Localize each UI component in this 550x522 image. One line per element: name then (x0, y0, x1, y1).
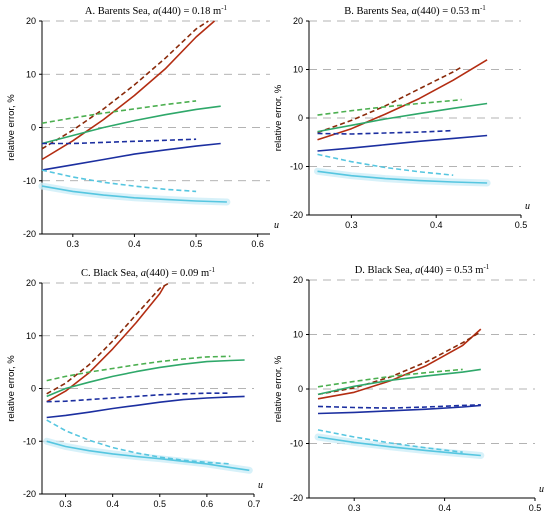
y-tick-label: -10 (290, 162, 303, 172)
x-tick-label: 0.7 (248, 499, 261, 509)
y-axis-label: relative error, % (6, 355, 17, 422)
x-tick-label: 0.4 (438, 503, 451, 513)
x-axis-label: u (539, 484, 544, 495)
series-line-5 (317, 134, 488, 152)
panel-b: B. Barents Sea, a(440) = 0.53 m-1 -20 -10 0… (273, 4, 530, 230)
series-line-6 (317, 129, 454, 135)
y-tick-label: 20 (293, 16, 303, 26)
series-line-4 (317, 368, 463, 388)
y-tick-label: 10 (293, 330, 303, 340)
panel-title: D. Black Sea, a(440) = 0.53 m-1 (355, 263, 490, 276)
x-tick-label: 0.4 (106, 499, 119, 509)
panel-d: D. Black Sea, a(440) = 0.53 m-1 -20 -10 0 10… (273, 263, 544, 513)
series-line-8 (317, 153, 454, 176)
y-tick-label: -20 (290, 493, 303, 503)
series-line-3 (317, 102, 488, 133)
series-line-7 (317, 170, 488, 184)
x-tick-label: 0.6 (201, 499, 214, 509)
series-line-2 (46, 282, 170, 395)
x-tick-label: 0.6 (251, 239, 264, 249)
panel-title: A. Barents Sea, a(440) = 0.18 m-1 (85, 4, 228, 17)
y-tick-label: -20 (23, 229, 36, 239)
panel-a: A. Barents Sea, a(440) = 0.18 m-1 -20 -10 0… (6, 4, 279, 249)
y-tick-label: 0 (31, 384, 36, 394)
y-tick-label: -20 (290, 210, 303, 220)
series-line-3 (41, 105, 221, 145)
series-line-7 (317, 436, 481, 457)
y-tick-label: 0 (31, 123, 36, 133)
series-line-8 (41, 169, 197, 193)
y-tick-label: -10 (23, 436, 36, 446)
x-tick-label: 0.5 (154, 499, 167, 509)
x-axis-label: u (274, 220, 279, 231)
y-axis-label: relative error, % (6, 94, 17, 161)
series-line-5 (46, 395, 245, 419)
y-axis-label: relative error, % (273, 355, 284, 422)
y-tick-label: 10 (293, 65, 303, 75)
y-tick-label: 10 (26, 69, 36, 79)
series-line-5 (41, 142, 221, 171)
x-tick-label: 0.5 (190, 239, 203, 249)
series-line-8 (317, 429, 463, 453)
y-tick-label: 0 (298, 384, 303, 394)
y-tick-label: 20 (26, 278, 36, 288)
series-line-1 (41, 20, 216, 161)
y-axis-label: relative error, % (273, 84, 284, 151)
series-line-1 (317, 328, 482, 400)
y-tick-label: -20 (23, 489, 36, 499)
series-line-3 (46, 359, 245, 398)
y-tick-label: -10 (290, 439, 303, 449)
x-tick-label: 0.3 (345, 220, 358, 230)
x-tick-label: 0.5 (529, 503, 542, 513)
series-line-7 (46, 440, 250, 472)
x-tick-label: 0.3 (67, 239, 80, 249)
series-line-3 (317, 368, 481, 396)
series-line-5 (317, 404, 481, 415)
x-tick-label: 0.3 (348, 503, 361, 513)
y-tick-label: 10 (26, 331, 36, 341)
series-line-2 (41, 20, 209, 150)
series-line-6 (42, 138, 197, 145)
panel-title: C. Black Sea, a(440) = 0.09 m-1 (81, 266, 215, 279)
y-tick-label: 20 (26, 16, 36, 26)
x-tick-label: 0.4 (128, 239, 141, 249)
series-line-4 (46, 355, 231, 382)
y-tick-label: 20 (293, 275, 303, 285)
y-tick-label: 0 (298, 113, 303, 123)
x-tick-label: 0.3 (59, 499, 72, 509)
panel-c: C. Black Sea, a(440) = 0.09 m-1 -20 -10 0 10… (6, 266, 263, 509)
x-tick-label: 0.4 (430, 220, 443, 230)
series-line-1 (46, 285, 166, 403)
panel-title: B. Barents Sea, a(440) = 0.53 m-1 (344, 4, 486, 17)
x-axis-label: u (258, 480, 263, 491)
series-line-4 (41, 100, 197, 124)
y-tick-label: -10 (23, 176, 36, 186)
series-line-6 (46, 392, 231, 403)
x-axis-label: u (525, 201, 530, 212)
series-line-2 (317, 66, 462, 134)
x-tick-label: 0.5 (515, 220, 528, 230)
series-line-7 (41, 185, 227, 203)
series-line-4 (317, 98, 462, 116)
series-line-6 (317, 404, 481, 409)
series-line-1 (317, 59, 488, 141)
